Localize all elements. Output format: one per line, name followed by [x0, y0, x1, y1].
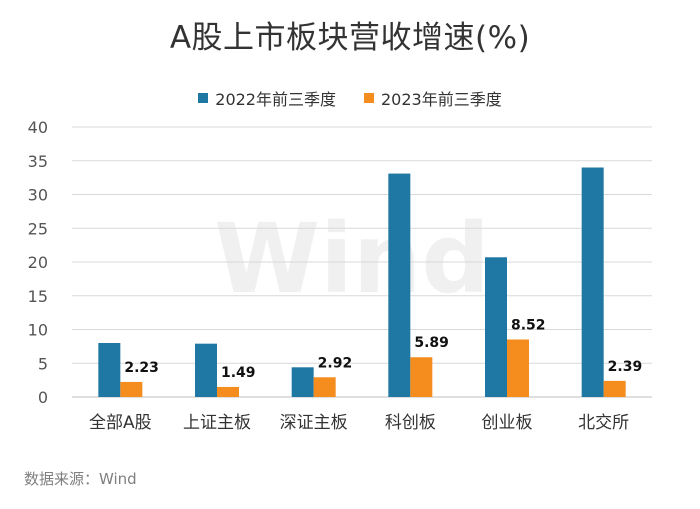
y-tick-label: 25	[28, 219, 48, 238]
watermark-text: Wind	[214, 203, 490, 315]
bar-2023	[603, 380, 626, 397]
x-tick-label: 创业板	[482, 413, 533, 433]
data-label-2023: 2.39	[608, 359, 643, 375]
bar-2022	[195, 343, 217, 397]
y-tick-label: 0	[38, 388, 48, 407]
bar-2023	[507, 339, 529, 397]
y-tick-label: 10	[28, 321, 48, 340]
y-tick-label: 5	[38, 354, 48, 373]
x-tick-label: 北交所	[578, 413, 629, 433]
legend-label-2022: 2022年前三季度	[215, 90, 336, 109]
x-tick-label: 科创板	[385, 413, 436, 433]
bar-2022	[98, 343, 121, 397]
y-tick-label: 35	[28, 152, 48, 171]
y-tick-label: 40	[28, 118, 48, 137]
legend-swatch-2022	[198, 93, 209, 103]
data-label-2023: 8.52	[511, 317, 546, 333]
source-note: 数据来源：Wind	[24, 470, 137, 488]
bar-2023	[120, 381, 143, 397]
legend-item-2023: 2023年前三季度	[364, 86, 502, 110]
bar-2022	[291, 367, 314, 397]
data-label-2023: 2.92	[318, 355, 353, 371]
bar-2023	[410, 357, 433, 397]
bar-2023	[217, 386, 239, 397]
bar-2022	[581, 167, 604, 397]
data-label-2023: 2.23	[124, 360, 159, 376]
x-tick-label: 上证主板	[183, 413, 251, 433]
x-tick-label: 全部A股	[89, 413, 152, 433]
legend-item-2022: 2022年前三季度	[198, 86, 336, 110]
data-label-2023: 5.89	[414, 335, 449, 351]
legend: 2022年前三季度 2023年前三季度	[0, 86, 700, 110]
legend-swatch-2023	[364, 93, 374, 103]
bar-2022	[485, 257, 507, 397]
y-tick-label: 30	[28, 186, 48, 205]
legend-label-2023: 2023年前三季度	[381, 90, 502, 109]
bar-2022	[388, 173, 411, 397]
bar-2023	[313, 377, 336, 397]
data-label-2023: 1.49	[221, 365, 256, 381]
x-tick-label: 深证主板	[280, 413, 348, 433]
chart-title: A股上市板块营收增速(%)	[169, 20, 531, 56]
y-tick-label: 15	[28, 287, 48, 306]
y-tick-label: 20	[28, 253, 48, 272]
